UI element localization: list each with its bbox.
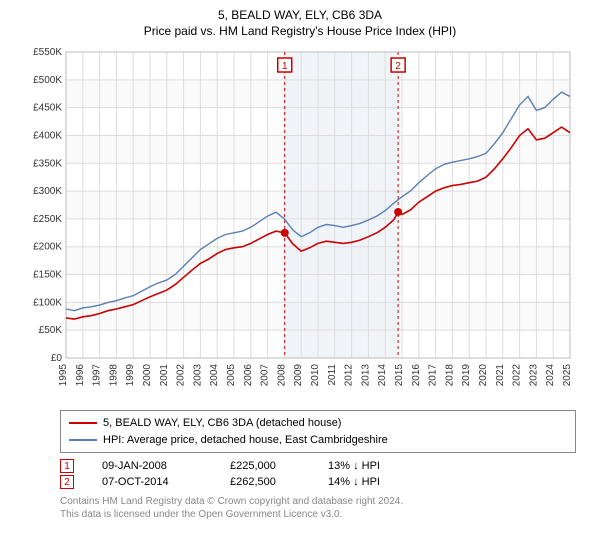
svg-text:2002: 2002	[176, 364, 187, 387]
transaction-row: 2 07-OCT-2014 £262,500 14% ↓ HPI	[60, 475, 576, 489]
price-chart: £0 £50K £100K £150K £200K £250K £300K £350K £400…	[20, 44, 580, 404]
svg-text:£250K: £250K	[33, 214, 62, 225]
svg-text:2011: 2011	[327, 364, 338, 386]
svg-text:2019: 2019	[461, 364, 472, 387]
footnote-line: Contains HM Land Registry data © Crown c…	[60, 495, 576, 508]
svg-text:2023: 2023	[528, 364, 539, 387]
svg-text:£400K: £400K	[33, 130, 62, 141]
svg-text:2007: 2007	[260, 364, 271, 387]
transaction-marker-icon: 2	[60, 475, 74, 489]
svg-text:2022: 2022	[512, 364, 523, 387]
svg-text:2009: 2009	[293, 364, 304, 387]
svg-text:1: 1	[282, 61, 288, 72]
svg-text:£0: £0	[51, 353, 63, 364]
footnote-line: This data is licensed under the Open Gov…	[60, 508, 576, 521]
footnote: Contains HM Land Registry data © Crown c…	[60, 495, 576, 521]
transaction-price: £225,000	[230, 460, 300, 472]
transaction-table: 1 09-JAN-2008 £225,000 13% ↓ HPI 2 07-OC…	[60, 459, 576, 489]
svg-text:2: 2	[395, 61, 401, 72]
legend-label: 5, BEALD WAY, ELY, CB6 3DA (detached hou…	[103, 415, 341, 432]
svg-text:2024: 2024	[545, 364, 556, 387]
transaction-delta: 13% ↓ HPI	[328, 460, 418, 472]
legend-swatch	[69, 422, 97, 424]
svg-text:£450K: £450K	[33, 103, 62, 114]
svg-text:2008: 2008	[276, 364, 287, 387]
legend-label: HPI: Average price, detached house, East…	[103, 432, 388, 449]
svg-text:2012: 2012	[344, 364, 355, 387]
svg-text:2003: 2003	[192, 364, 203, 387]
svg-text:£100K: £100K	[33, 297, 62, 308]
transaction-date: 07-OCT-2014	[102, 476, 202, 488]
svg-text:2013: 2013	[360, 364, 371, 387]
svg-text:2005: 2005	[226, 364, 237, 387]
svg-text:2000: 2000	[142, 364, 153, 387]
svg-text:1996: 1996	[75, 364, 86, 387]
svg-text:2016: 2016	[411, 364, 422, 387]
svg-text:2006: 2006	[243, 364, 254, 387]
legend-item: HPI: Average price, detached house, East…	[69, 432, 567, 449]
svg-text:£550K: £550K	[33, 47, 62, 58]
svg-text:2015: 2015	[394, 364, 405, 387]
legend-item: 5, BEALD WAY, ELY, CB6 3DA (detached hou…	[69, 415, 567, 432]
svg-text:2020: 2020	[478, 364, 489, 387]
svg-text:1999: 1999	[125, 364, 136, 387]
transaction-price: £262,500	[230, 476, 300, 488]
transaction-delta: 14% ↓ HPI	[328, 476, 418, 488]
svg-text:1997: 1997	[92, 364, 103, 387]
svg-text:£300K: £300K	[33, 186, 62, 197]
svg-text:£350K: £350K	[33, 158, 62, 169]
svg-text:1995: 1995	[58, 364, 69, 387]
legend: 5, BEALD WAY, ELY, CB6 3DA (detached hou…	[60, 410, 576, 453]
svg-text:2021: 2021	[495, 364, 506, 387]
page-title: 5, BEALD WAY, ELY, CB6 3DA	[12, 8, 588, 22]
svg-text:£50K: £50K	[39, 325, 63, 336]
legend-swatch	[69, 439, 97, 441]
svg-text:2014: 2014	[377, 364, 388, 387]
page-subtitle: Price paid vs. HM Land Registry's House …	[12, 24, 588, 38]
svg-text:2025: 2025	[562, 364, 573, 387]
transaction-date: 09-JAN-2008	[102, 460, 202, 472]
transaction-marker-icon: 1	[60, 459, 74, 473]
svg-text:2018: 2018	[444, 364, 455, 387]
svg-text:2017: 2017	[428, 364, 439, 387]
svg-text:2004: 2004	[209, 364, 220, 387]
svg-text:1998: 1998	[108, 364, 119, 387]
transaction-row: 1 09-JAN-2008 £225,000 13% ↓ HPI	[60, 459, 576, 473]
svg-text:£150K: £150K	[33, 270, 62, 281]
svg-text:2001: 2001	[159, 364, 170, 387]
svg-text:2010: 2010	[310, 364, 321, 387]
svg-text:£200K: £200K	[33, 242, 62, 253]
svg-text:£500K: £500K	[33, 75, 62, 86]
